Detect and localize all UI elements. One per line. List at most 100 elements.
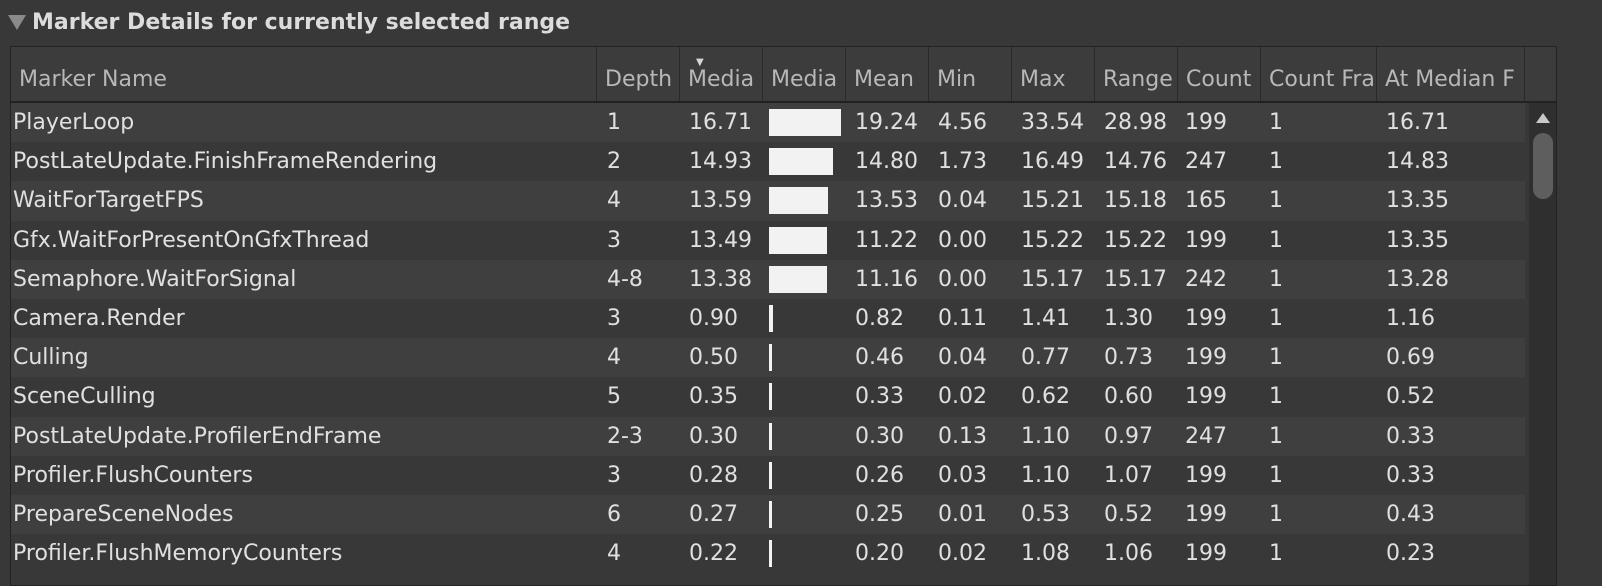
cell-depth: 3: [607, 305, 621, 331]
column-header-max[interactable]: Max: [1012, 47, 1095, 101]
median-bar: [769, 187, 828, 215]
table-row[interactable]: Gfx.WaitForPresentOnGfxThread 3 13.49 11.22…: [11, 220, 1525, 260]
cell-range: 1.30: [1104, 305, 1153, 331]
cell-median: 13.49: [689, 227, 752, 253]
cell-max: 15.22: [1021, 227, 1084, 253]
table-row[interactable]: Profiler.FlushCounters 3 0.28 0.26 0.03 1.10 1…: [11, 455, 1525, 495]
cell-count-frame: 1: [1269, 462, 1283, 488]
cell-mean: 0.26: [855, 462, 904, 488]
median-bar: [769, 383, 772, 411]
cell-depth: 4-8: [607, 266, 643, 292]
cell-range: 0.73: [1104, 345, 1153, 371]
cell-max: 15.17: [1021, 266, 1084, 292]
column-header-range[interactable]: Range: [1095, 47, 1178, 101]
column-header-depth[interactable]: Depth: [597, 47, 680, 101]
cell-at-median-frame: 0.33: [1386, 423, 1435, 449]
table-row[interactable]: PostLateUpdate.ProfilerEndFrame 2-3 0.30 0.…: [11, 416, 1525, 456]
table-row[interactable]: Camera.Render 3 0.90 0.82 0.11 1.41 1.30 199 1 1.…: [11, 298, 1525, 339]
table-row[interactable]: PostLateUpdate.FinishFrameRendering 2 14.9…: [11, 142, 1525, 182]
cell-max: 0.77: [1021, 345, 1070, 371]
cell-mean: 0.33: [855, 384, 904, 410]
cell-depth: 3: [607, 462, 621, 488]
column-header-median-label: Media: [688, 67, 755, 92]
cell-min: 0.03: [938, 462, 987, 488]
scrollbar-thumb[interactable]: [1533, 133, 1553, 199]
cell-count-frame: 1: [1269, 266, 1283, 292]
cell-mean: 0.82: [855, 305, 904, 331]
cell-at-median-frame: 0.69: [1386, 345, 1435, 371]
column-header-median-bar[interactable]: Media: [763, 47, 846, 101]
column-header-min[interactable]: Min: [929, 47, 1012, 101]
median-bar: [769, 422, 772, 450]
cell-at-median-frame: 0.52: [1386, 384, 1435, 410]
cell-range: 15.22: [1104, 227, 1167, 253]
cell-marker-name: Culling: [13, 345, 89, 371]
cell-depth: 3: [607, 227, 621, 253]
marker-details-header[interactable]: Marker Details for currently selected ra…: [0, 0, 1602, 44]
cell-count-frame: 1: [1269, 501, 1283, 527]
table-row[interactable]: PrepareSceneNodes 6 0.27 0.25 0.01 0.53 0.52 19…: [11, 494, 1525, 535]
cell-median: 0.27: [689, 501, 738, 527]
cell-min: 0.04: [938, 345, 987, 371]
table-row[interactable]: Profiler.FlushMemoryCounters 4 0.22 0.20 0.0…: [11, 534, 1525, 574]
cell-at-median-frame: 0.43: [1386, 501, 1435, 527]
cell-marker-name: PostLateUpdate.ProfilerEndFrame: [13, 423, 382, 449]
median-bar: [769, 109, 841, 136]
foldout-triangle-icon[interactable]: [8, 14, 26, 30]
table-row[interactable]: SceneCulling 5 0.35 0.33 0.02 0.62 0.60 199 1 0.5…: [11, 377, 1525, 417]
column-header-count[interactable]: Count: [1178, 47, 1261, 101]
column-header-marker-name[interactable]: Marker Name: [11, 47, 597, 101]
cell-at-median-frame: 0.23: [1386, 541, 1435, 567]
cell-marker-name: WaitForTargetFPS: [13, 188, 204, 214]
cell-depth: 4: [607, 345, 621, 371]
cell-count: 199: [1185, 345, 1227, 371]
cell-max: 1.10: [1021, 462, 1070, 488]
cell-mean: 11.22: [855, 227, 918, 253]
cell-count: 199: [1185, 462, 1227, 488]
cell-count: 199: [1185, 384, 1227, 410]
cell-mean: 19.24: [855, 110, 918, 135]
cell-count-frame: 1: [1269, 227, 1283, 253]
cell-median: 13.59: [689, 188, 752, 214]
cell-min: 0.04: [938, 188, 987, 214]
cell-max: 0.53: [1021, 501, 1070, 527]
column-header-at-median-frame[interactable]: At Median F: [1377, 47, 1525, 101]
cell-depth: 4: [607, 188, 621, 214]
table-row[interactable]: Culling 4 0.50 0.46 0.04 0.77 0.73 199 1 0.69: [11, 338, 1525, 378]
table-row[interactable]: PlayerLoop 1 16.71 19.24 4.56 33.54 28.98 199 1 1…: [11, 103, 1525, 143]
table-row[interactable]: WaitForTargetFPS 4 13.59 13.53 0.04 15.21 15.1…: [11, 181, 1525, 221]
cell-max: 33.54: [1021, 110, 1084, 135]
cell-median: 0.90: [689, 305, 738, 331]
median-bar: [769, 226, 827, 254]
cell-depth: 1: [607, 110, 621, 135]
vertical-scrollbar[interactable]: [1529, 103, 1556, 585]
cell-marker-name: Profiler.FlushCounters: [13, 462, 253, 488]
cell-min: 0.00: [938, 227, 987, 253]
column-header-mean[interactable]: Mean: [846, 47, 929, 101]
table-row[interactable]: Semaphore.WaitForSignal 4-8 13.38 11.16 0.00…: [11, 259, 1525, 299]
column-header-median[interactable]: ▼ Media: [680, 47, 763, 101]
column-header-count-frame[interactable]: Count Fra: [1261, 47, 1377, 101]
cell-range: 0.97: [1104, 423, 1153, 449]
cell-median: 0.35: [689, 384, 738, 410]
cell-marker-name: PlayerLoop: [13, 110, 135, 135]
cell-count: 199: [1185, 305, 1227, 331]
cell-at-median-frame: 0.33: [1386, 462, 1435, 488]
cell-max: 1.10: [1021, 423, 1070, 449]
cell-count: 199: [1185, 501, 1227, 527]
cell-depth: 2-3: [607, 423, 643, 449]
cell-marker-name: SceneCulling: [13, 384, 156, 410]
cell-count: 247: [1185, 423, 1227, 449]
median-bar: [769, 304, 773, 332]
cell-min: 0.13: [938, 423, 987, 449]
cell-min: 4.56: [938, 110, 987, 135]
cell-count-frame: 1: [1269, 305, 1283, 331]
cell-range: 1.06: [1104, 541, 1153, 567]
cell-mean: 11.16: [855, 266, 918, 292]
cell-mean: 0.30: [855, 423, 904, 449]
window-edge: [1557, 0, 1602, 586]
cell-at-median-frame: 13.28: [1386, 266, 1449, 292]
cell-min: 1.73: [938, 149, 987, 175]
cell-at-median-frame: 13.35: [1386, 188, 1449, 214]
scroll-up-arrow-icon[interactable]: [1536, 113, 1550, 123]
